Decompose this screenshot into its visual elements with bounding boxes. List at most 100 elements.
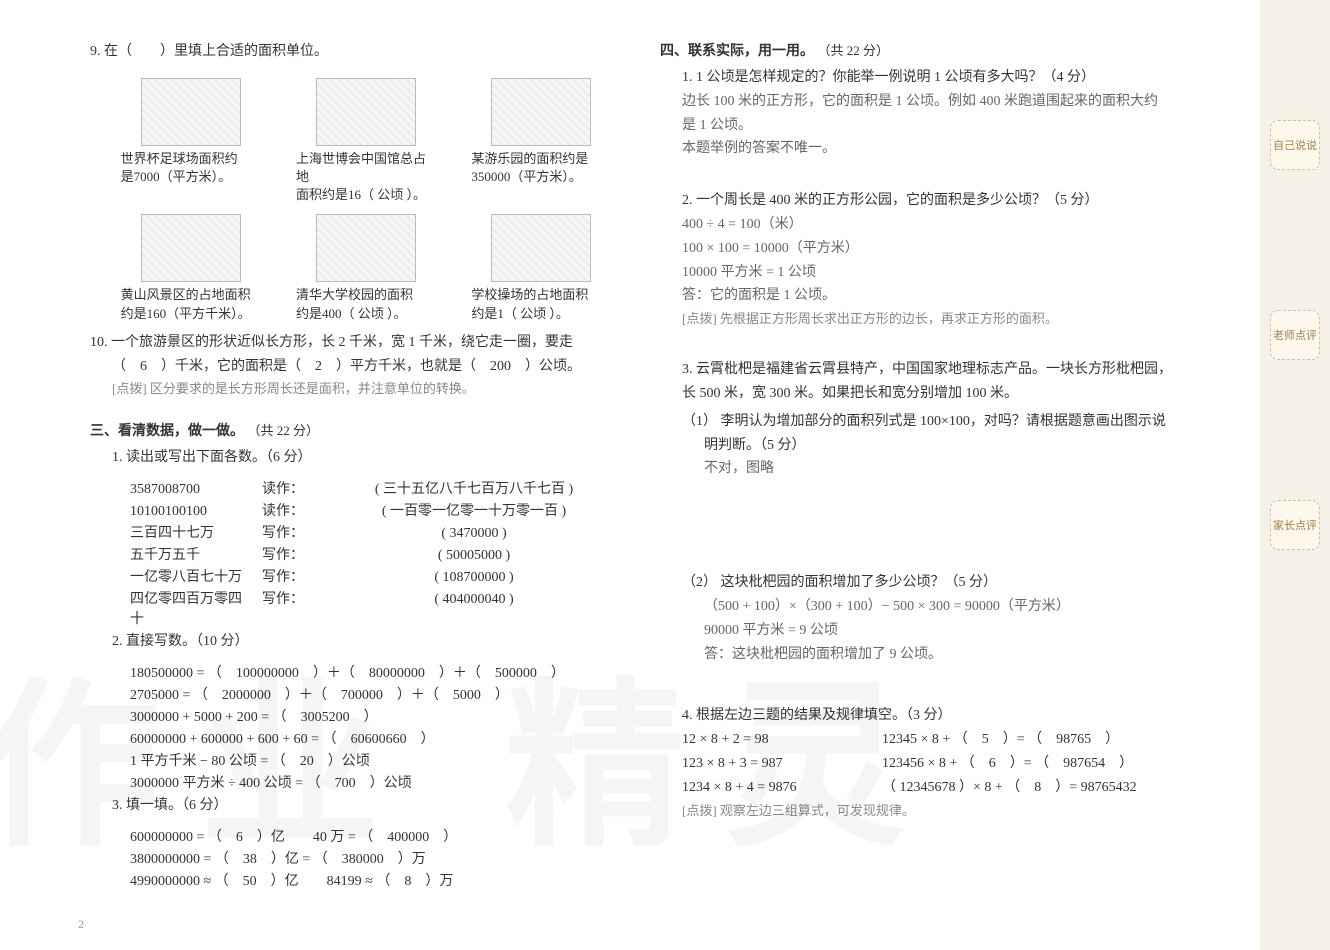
read-val: 404000040 [328,592,620,608]
park-image [491,78,591,146]
pattern-left: 123 × 8 + 3 = 987 [682,752,852,776]
s4q3-l1: 云霄枇杷是福建省云霄县特产，中国国家地理标志产品。一块长方形枇杷园， [696,362,1172,377]
read-lb: 写作： [262,522,316,542]
eq-row: 2705000 = （ 2000000 ）＋（ 700000 ）＋（ 5000 … [130,684,620,704]
read-num: 五千万五千 [130,544,250,564]
q10-hint: [点拨] 区分要求的是长方形周长还是面积，并注意单位的转换。 [90,378,620,400]
read-val: 50005000 [328,548,620,564]
read-num: 3587008700 [130,482,250,498]
s4q3s1-ans: 不对，图略 [682,457,1210,481]
s4q1-a1: 边长 100 米的正方形，它的面积是 1 公顷。例如 400 米跑道围起来的面积… [682,90,1210,114]
caption: 某游乐园的面积约是 [471,150,611,168]
s3q1-number: 1. [112,450,123,465]
eq-row: 180500000 = （ 100000000 ）＋（ 80000000 ）＋（… [130,662,620,682]
q9-stem: 在（ ）里填上合适的面积单位。 [104,44,328,59]
s4q2-number: 2. [682,193,693,208]
section3-pts: （共 22 分） [248,423,320,438]
pattern-right: 123456 × 8 + （ 6 ）= （ 987654 ） [882,752,1137,776]
q10-line1: 一个旅游景区的形状近似长方形，长 2 千米，宽 1 千米，绕它走一圈，要走 [111,335,573,350]
s3q2-stem: 直接写数。（10 分） [126,634,249,649]
s4q3s1-l1: 李明认为增加部分的面积列式是 100×100，对吗？请根据题意画出图示说 [721,414,1166,429]
s4q2-stem: 一个周长是 400 米的正方形公园，它的面积是多少公顷？（5 分） [696,193,1099,208]
s4q3s2-w1: （500 + 100）×（300 + 100）− 500 × 300 = 900… [682,595,1210,619]
eq-row: 1 平方千米 − 80 公顷 = （ 20 ）公顷 [130,750,620,770]
caption: 约是400（ 公顷 ）。 [296,305,436,323]
read-val: 一百零一亿零一十万零一百 [328,500,620,520]
pattern-left: 1234 × 8 + 4 = 9876 [682,776,852,800]
read-lb: 写作： [262,588,316,608]
campus-image [316,214,416,282]
playground-image [491,214,591,282]
s3q3-number: 3. [112,798,123,813]
s4q4-hint: [点拨] 观察左边三组算式，可发现规律。 [682,800,1210,822]
read-num: 一亿零八百七十万 [130,566,250,586]
read-val: 3470000 [328,526,620,542]
section3-head: 三、看清数据，做一做。 [90,424,244,439]
s4q3s1-num: （1） [682,414,717,429]
q9-image-row-1: 世界杯足球场面积约是7000（平方米）。 上海世博会中国馆总占地面积约是16（ … [90,78,620,205]
q10-line2: （ 6 ）千米，它的面积是（ 2 ）平方千米，也就是（ 200 ）公顷。 [90,355,620,379]
s4q1-a3: 本题举例的答案不唯一。 [682,137,1210,161]
eq-row: 4990000000 ≈ （ 50 ）亿 84199 ≈ （ 8 ）万 [130,870,620,890]
caption: 学校操场的占地面积 [471,286,611,304]
eq-row: 3800000000 = （ 38 ）亿 = （ 380000 ）万 [130,848,620,868]
read-lb: 读作： [262,478,316,498]
caption: 350000（平方米）。 [471,168,611,186]
s4q2-hint: [点拨] 先根据正方形周长求出正方形的边长，再求正方形的面积。 [682,308,1210,330]
s4q3-l2: 长 500 米，宽 300 米。如果把长和宽分别增加 100 米。 [682,382,1210,406]
s4q2-w4: 答：它的面积是 1 公顷。 [682,284,1210,308]
right-column: 四、联系实际，用一用。 （共 22 分） 1. 1 公顷是怎样规定的？你能举一例… [660,40,1210,930]
caption: 面积约是16（ 公顷 ）。 [296,186,436,204]
read-num: 10100100100 [130,504,250,520]
section4-head: 四、联系实际，用一用。 [660,44,814,59]
eq-row: 600000000 = （ 6 ）亿 40 万 = （ 400000 ） [130,826,620,846]
q9-image-row-2: 黄山风景区的占地面积约是160（平方千米）。 清华大学校园的面积约是400（ 公… [90,214,620,322]
pattern-right: 12345 × 8 + （ 5 ）= （ 98765 ） [882,728,1137,752]
eq-row: 60000000 + 600000 + 600 + 60 = （ 6060066… [130,728,620,748]
caption: 约是1（ 公顷 ）。 [471,305,611,323]
read-val: 三十五亿八千七百万八千七百 [328,478,620,498]
s4q3s1-l2: 明判断。（5 分） [682,434,1210,458]
review-sidebar: 自己说说 老师点评 家长点评 [1260,0,1330,950]
left-column: 9. 在（ ）里填上合适的面积单位。 世界杯足球场面积约是7000（平方米）。 … [90,40,620,930]
section4-pts: （共 22 分） [818,43,890,58]
read-val: 108700000 [328,570,620,586]
s4q1-stem: 1 公顷是怎样规定的？你能举一例说明 1 公顷有多大吗？（4 分） [696,70,1095,85]
side-chip-teacher: 老师点评 [1270,310,1320,360]
s4q2-w1: 400 ÷ 4 = 100（米） [682,213,1210,237]
pavilion-image [316,78,416,146]
s4q4-stem: 根据左边三题的结果及规律填空。（3 分） [696,708,952,723]
caption: 黄山风景区的占地面积 [121,286,261,304]
pattern-left: 12 × 8 + 2 = 98 [682,728,852,752]
s4q1-a2: 是 1 公顷。 [682,114,1210,138]
q10-number: 10. [90,335,108,350]
s4q2-w3: 10000 平方米 = 1 公顷 [682,261,1210,285]
read-lb: 写作： [262,544,316,564]
s3q3-stem: 填一填。（6 分） [126,798,228,813]
s4q4-number: 4. [682,708,693,723]
caption: 清华大学校园的面积 [296,286,436,304]
read-num: 四亿零四百万零四十 [130,588,250,628]
pattern-right: （ 12345678 ）× 8 + （ 8 ）= 98765432 [882,776,1137,800]
caption: 上海世博会中国馆总占地 [296,150,436,186]
q9-number: 9. [90,44,101,59]
stadium-image [141,78,241,146]
mountain-image [141,214,241,282]
page-number: 2 [78,917,84,932]
side-chip-parent: 家长点评 [1270,500,1320,550]
s3q2-number: 2. [112,634,123,649]
s4q3s2-w3: 答：这块枇杷园的面积增加了 9 公顷。 [682,643,1210,667]
s4q3s2-num: （2） [682,575,717,590]
s4q2-w2: 100 × 100 = 10000（平方米） [682,237,1210,261]
caption: 是7000（平方米）。 [121,168,261,186]
s4q1-number: 1. [682,70,693,85]
s3q1-stem: 读出或写出下面各数。（6 分） [126,450,312,465]
read-num: 三百四十七万 [130,522,250,542]
side-chip-self: 自己说说 [1270,120,1320,170]
caption: 约是160（平方千米）。 [121,305,261,323]
read-lb: 读作： [262,500,316,520]
s4q3s2-stem: 这块枇杷园的面积增加了多少公顷？（5 分） [721,575,998,590]
caption: 世界杯足球场面积约 [121,150,261,168]
read-lb: 写作： [262,566,316,586]
s4q3-number: 3. [682,362,693,377]
